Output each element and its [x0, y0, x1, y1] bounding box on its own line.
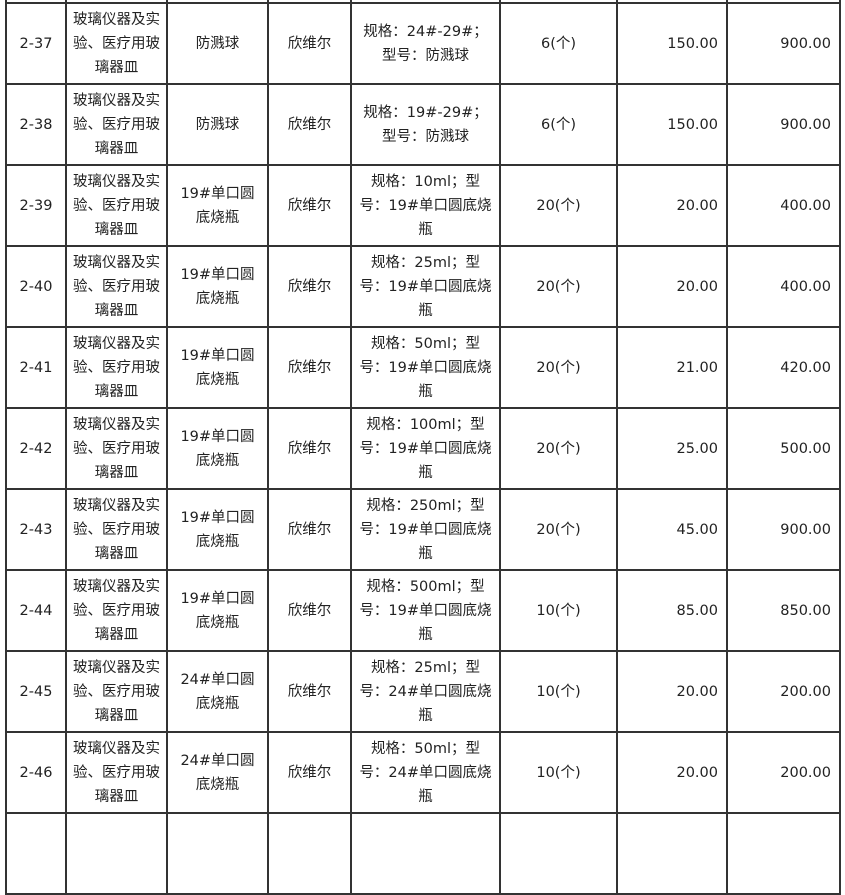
- item-unit-price: 25.00: [616, 407, 728, 490]
- item-category: 玻璃仪器及实验、医疗用玻璃器皿: [65, 164, 168, 247]
- item-category: 玻璃仪器及实验、医疗用玻璃器皿: [65, 245, 168, 328]
- item-spec: 规格：24#-29#；型号：防溅球: [350, 2, 501, 85]
- item-brand: 欣维尔: [267, 245, 352, 328]
- item-quantity: 20(个): [499, 164, 618, 247]
- item-number: 2-40: [5, 245, 67, 328]
- item-spec: 规格：50ml；型号：24#单口圆底烧瓶: [350, 731, 501, 814]
- item-name: 防溅球: [166, 83, 269, 166]
- item-unit-price: 150.00: [616, 83, 728, 166]
- item-quantity: 20(个): [499, 245, 618, 328]
- table-row: 2-44 玻璃仪器及实验、医疗用玻璃器皿 19#单口圆底烧瓶 欣维尔 规格：50…: [5, 569, 841, 652]
- table-row: 2-37 玻璃仪器及实验、医疗用玻璃器皿 防溅球 欣维尔 规格：24#-29#；…: [5, 2, 841, 85]
- item-number: 2-43: [5, 488, 67, 571]
- item-total: 200.00: [726, 650, 841, 733]
- item-category: 玻璃仪器及实验、医疗用玻璃器皿: [65, 650, 168, 733]
- item-brand: 欣维尔: [267, 407, 352, 490]
- item-number: 2-38: [5, 83, 67, 166]
- table-row: 2-40 玻璃仪器及实验、医疗用玻璃器皿 19#单口圆底烧瓶 欣维尔 规格：25…: [5, 245, 841, 328]
- item-quantity: 20(个): [499, 488, 618, 571]
- item-category: 玻璃仪器及实验、医疗用玻璃器皿: [65, 2, 168, 85]
- item-name: 19#单口圆底烧瓶: [166, 569, 269, 652]
- table-row: 2-42 玻璃仪器及实验、医疗用玻璃器皿 19#单口圆底烧瓶 欣维尔 规格：10…: [5, 407, 841, 490]
- item-unit-price: 21.00: [616, 326, 728, 409]
- table-row: 2-41 玻璃仪器及实验、医疗用玻璃器皿 19#单口圆底烧瓶 欣维尔 规格：50…: [5, 326, 841, 409]
- item-brand: 欣维尔: [267, 2, 352, 85]
- item-spec: 规格：250ml；型号：19#单口圆底烧瓶: [350, 488, 501, 571]
- item-quantity: 20(个): [499, 407, 618, 490]
- item-name: 19#单口圆底烧瓶: [166, 488, 269, 571]
- table-row: 2-45 玻璃仪器及实验、医疗用玻璃器皿 24#单口圆底烧瓶 欣维尔 规格：25…: [5, 650, 841, 733]
- item-number: 2-41: [5, 326, 67, 409]
- item-quantity: 10(个): [499, 569, 618, 652]
- item-total: 200.00: [726, 731, 841, 814]
- item-spec: 规格：100ml；型号：19#单口圆底烧瓶: [350, 407, 501, 490]
- item-number: 2-46: [5, 731, 67, 814]
- item-unit-price: 20.00: [616, 650, 728, 733]
- item-total: 500.00: [726, 407, 841, 490]
- item-unit-price: 20.00: [616, 164, 728, 247]
- item-quantity: 6(个): [499, 83, 618, 166]
- table-row: 2-43 玻璃仪器及实验、医疗用玻璃器皿 19#单口圆底烧瓶 欣维尔 规格：25…: [5, 488, 841, 571]
- item-quantity: 6(个): [499, 2, 618, 85]
- item-number: 2-45: [5, 650, 67, 733]
- item-name: 19#单口圆底烧瓶: [166, 326, 269, 409]
- item-number: 2-42: [5, 407, 67, 490]
- item-quantity: 10(个): [499, 731, 618, 814]
- item-brand: 欣维尔: [267, 488, 352, 571]
- item-category: 玻璃仪器及实验、医疗用玻璃器皿: [65, 488, 168, 571]
- item-name: 防溅球: [166, 2, 269, 85]
- item-total: 420.00: [726, 326, 841, 409]
- item-quantity: 20(个): [499, 326, 618, 409]
- item-unit-price: 45.00: [616, 488, 728, 571]
- table-row-partial: [5, 812, 841, 895]
- item-brand: 欣维尔: [267, 731, 352, 814]
- item-number: 2-37: [5, 2, 67, 85]
- item-unit-price: 150.00: [616, 2, 728, 85]
- item-name: 24#单口圆底烧瓶: [166, 731, 269, 814]
- item-quantity: 10(个): [499, 650, 618, 733]
- item-brand: 欣维尔: [267, 650, 352, 733]
- item-name: 19#单口圆底烧瓶: [166, 164, 269, 247]
- item-category: 玻璃仪器及实验、医疗用玻璃器皿: [65, 407, 168, 490]
- item-total: 400.00: [726, 245, 841, 328]
- item-name: 24#单口圆底烧瓶: [166, 650, 269, 733]
- product-table: 2-37 玻璃仪器及实验、医疗用玻璃器皿 防溅球 欣维尔 规格：24#-29#；…: [5, 0, 841, 895]
- item-spec: 规格：25ml；型号：24#单口圆底烧瓶: [350, 650, 501, 733]
- item-category: 玻璃仪器及实验、医疗用玻璃器皿: [65, 731, 168, 814]
- item-total: 400.00: [726, 164, 841, 247]
- item-brand: 欣维尔: [267, 83, 352, 166]
- item-category: 玻璃仪器及实验、医疗用玻璃器皿: [65, 326, 168, 409]
- item-brand: 欣维尔: [267, 326, 352, 409]
- item-category: 玻璃仪器及实验、医疗用玻璃器皿: [65, 569, 168, 652]
- item-category: 玻璃仪器及实验、医疗用玻璃器皿: [65, 83, 168, 166]
- item-total: 900.00: [726, 83, 841, 166]
- table-row-partial: [5, 0, 841, 4]
- item-total: 900.00: [726, 488, 841, 571]
- item-spec: 规格：10ml；型号：19#单口圆底烧瓶: [350, 164, 501, 247]
- item-number: 2-39: [5, 164, 67, 247]
- item-total: 900.00: [726, 2, 841, 85]
- item-name: 19#单口圆底烧瓶: [166, 245, 269, 328]
- table-row: 2-39 玻璃仪器及实验、医疗用玻璃器皿 19#单口圆底烧瓶 欣维尔 规格：10…: [5, 164, 841, 247]
- item-number: 2-44: [5, 569, 67, 652]
- item-unit-price: 20.00: [616, 731, 728, 814]
- item-brand: 欣维尔: [267, 164, 352, 247]
- item-spec: 规格：25ml；型号：19#单口圆底烧瓶: [350, 245, 501, 328]
- item-unit-price: 20.00: [616, 245, 728, 328]
- item-brand: 欣维尔: [267, 569, 352, 652]
- item-spec: 规格：50ml；型号：19#单口圆底烧瓶: [350, 326, 501, 409]
- item-total: 850.00: [726, 569, 841, 652]
- item-spec: 规格：19#-29#；型号：防溅球: [350, 83, 501, 166]
- item-spec: 规格：500ml；型号：19#单口圆底烧瓶: [350, 569, 501, 652]
- item-unit-price: 85.00: [616, 569, 728, 652]
- item-name: 19#单口圆底烧瓶: [166, 407, 269, 490]
- table-row: 2-38 玻璃仪器及实验、医疗用玻璃器皿 防溅球 欣维尔 规格：19#-29#；…: [5, 83, 841, 166]
- table-row: 2-46 玻璃仪器及实验、医疗用玻璃器皿 24#单口圆底烧瓶 欣维尔 规格：50…: [5, 731, 841, 814]
